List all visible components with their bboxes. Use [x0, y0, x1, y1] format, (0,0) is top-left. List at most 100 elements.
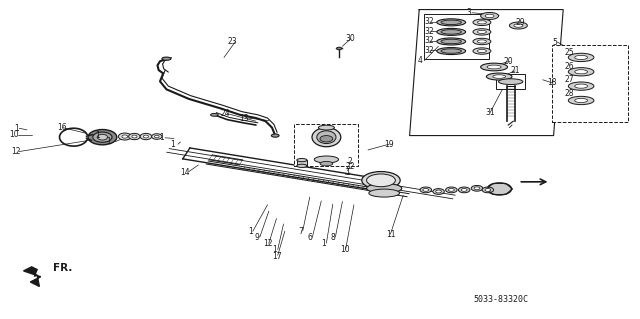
- Ellipse shape: [473, 19, 491, 26]
- Text: 28: 28: [564, 89, 574, 98]
- Text: 1: 1: [106, 137, 111, 146]
- Ellipse shape: [118, 133, 131, 140]
- Ellipse shape: [367, 183, 402, 193]
- Text: 24: 24: [221, 109, 230, 118]
- Text: 26: 26: [564, 62, 574, 70]
- Text: 1: 1: [14, 124, 19, 133]
- Text: 22: 22: [346, 162, 355, 171]
- Ellipse shape: [477, 21, 486, 24]
- Text: 27: 27: [564, 75, 574, 84]
- Text: 12: 12: [264, 239, 273, 248]
- Ellipse shape: [575, 98, 588, 103]
- Text: 32: 32: [424, 46, 434, 55]
- Polygon shape: [24, 267, 41, 286]
- Text: 29: 29: [515, 19, 525, 27]
- Text: 5033-83320C: 5033-83320C: [474, 295, 529, 304]
- Ellipse shape: [297, 164, 307, 167]
- Ellipse shape: [437, 48, 466, 55]
- Ellipse shape: [437, 28, 466, 35]
- Ellipse shape: [97, 134, 108, 140]
- Ellipse shape: [485, 14, 494, 18]
- Ellipse shape: [477, 49, 486, 53]
- Ellipse shape: [420, 187, 431, 193]
- Ellipse shape: [152, 134, 162, 139]
- Text: FR.: FR.: [53, 263, 72, 273]
- Text: 13: 13: [239, 114, 248, 122]
- Ellipse shape: [211, 113, 218, 116]
- Ellipse shape: [445, 187, 457, 193]
- Text: 32: 32: [424, 36, 434, 45]
- Ellipse shape: [154, 135, 159, 138]
- Ellipse shape: [437, 19, 466, 26]
- Text: 21: 21: [510, 66, 520, 75]
- Ellipse shape: [423, 189, 429, 191]
- Text: 19: 19: [384, 140, 394, 149]
- Text: 14: 14: [180, 168, 190, 177]
- Ellipse shape: [473, 38, 491, 45]
- Ellipse shape: [88, 130, 117, 145]
- Ellipse shape: [487, 65, 501, 69]
- Ellipse shape: [499, 79, 523, 85]
- Text: 4: 4: [418, 56, 423, 65]
- Ellipse shape: [312, 128, 340, 147]
- Text: 18: 18: [547, 78, 557, 87]
- Text: 10: 10: [10, 130, 19, 139]
- Text: 11: 11: [386, 230, 396, 239]
- Ellipse shape: [473, 29, 491, 35]
- Text: 1: 1: [248, 227, 253, 236]
- Ellipse shape: [369, 189, 399, 197]
- Ellipse shape: [319, 125, 334, 130]
- Text: 3: 3: [466, 8, 471, 17]
- Ellipse shape: [320, 136, 333, 142]
- Ellipse shape: [568, 53, 594, 62]
- Ellipse shape: [317, 131, 336, 144]
- Bar: [552, 45, 628, 122]
- Ellipse shape: [132, 135, 137, 138]
- Ellipse shape: [486, 73, 512, 80]
- Text: 6: 6: [308, 233, 313, 242]
- Ellipse shape: [140, 133, 152, 140]
- Ellipse shape: [367, 174, 396, 187]
- Ellipse shape: [362, 172, 400, 189]
- Ellipse shape: [143, 135, 148, 138]
- Ellipse shape: [575, 56, 588, 60]
- Text: 1: 1: [159, 133, 163, 142]
- Ellipse shape: [436, 190, 442, 193]
- Text: 10: 10: [340, 245, 350, 254]
- Ellipse shape: [487, 183, 511, 195]
- Ellipse shape: [162, 57, 171, 60]
- Text: 16: 16: [58, 123, 67, 132]
- Text: 1: 1: [346, 168, 350, 177]
- Ellipse shape: [514, 24, 523, 27]
- Text: 31: 31: [485, 108, 495, 117]
- Text: 17: 17: [273, 252, 282, 261]
- Ellipse shape: [493, 75, 506, 78]
- Ellipse shape: [575, 84, 588, 88]
- Text: 12: 12: [12, 147, 21, 156]
- Ellipse shape: [441, 20, 461, 25]
- Ellipse shape: [482, 187, 493, 193]
- Text: 32: 32: [424, 27, 434, 36]
- Text: 1: 1: [273, 245, 277, 254]
- Ellipse shape: [568, 68, 594, 76]
- Text: 30: 30: [346, 34, 355, 43]
- Text: 1: 1: [321, 239, 326, 248]
- Ellipse shape: [441, 49, 461, 53]
- Ellipse shape: [320, 161, 333, 166]
- Ellipse shape: [93, 132, 112, 142]
- Text: 25: 25: [564, 48, 574, 57]
- Ellipse shape: [568, 82, 594, 90]
- Bar: [294, 124, 358, 166]
- Text: 7: 7: [298, 227, 303, 236]
- Ellipse shape: [314, 156, 339, 163]
- Text: 9: 9: [255, 233, 260, 241]
- Ellipse shape: [509, 22, 527, 29]
- Text: 8: 8: [330, 233, 335, 242]
- Ellipse shape: [481, 63, 508, 71]
- Bar: [297, 160, 307, 166]
- Text: 20: 20: [504, 57, 513, 66]
- Ellipse shape: [458, 187, 470, 193]
- Ellipse shape: [271, 134, 279, 137]
- Ellipse shape: [477, 40, 486, 43]
- Text: 32: 32: [424, 17, 434, 26]
